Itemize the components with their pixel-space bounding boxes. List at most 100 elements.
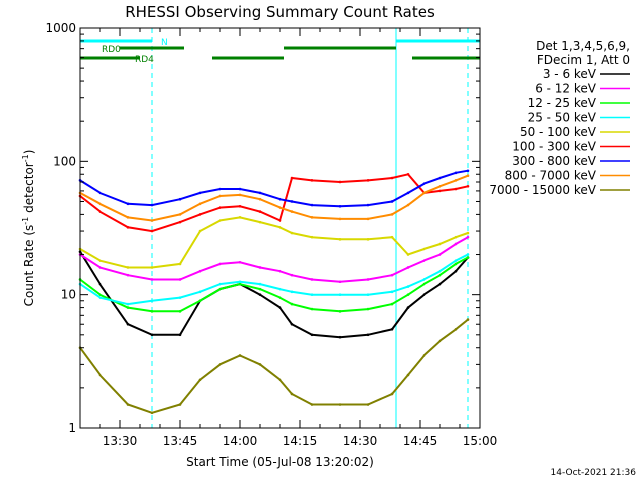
- series-point: [198, 213, 202, 216]
- series-point: [466, 318, 470, 321]
- series-point: [438, 269, 442, 273]
- series-point: [454, 327, 458, 331]
- series-point: [126, 202, 130, 206]
- series-point: [258, 282, 262, 286]
- series-point: [178, 278, 182, 281]
- legend-entry-label: 300 - 800 keV: [512, 154, 596, 168]
- series-line: [79, 256, 469, 313]
- series-point: [310, 203, 314, 207]
- series-point: [466, 256, 470, 259]
- y-tick-label: 10: [61, 288, 76, 302]
- series-point: [258, 287, 262, 291]
- series-point: [290, 322, 294, 326]
- legend-entry-label: 7000 - 15000 keV: [489, 183, 596, 197]
- series-point: [310, 278, 314, 281]
- series-point: [422, 247, 426, 251]
- series-line: [79, 173, 469, 233]
- series-point: [290, 302, 294, 306]
- series-point: [126, 322, 130, 326]
- legend-entry-label: 3 - 6 keV: [543, 67, 597, 81]
- series-point: [150, 299, 154, 303]
- series-point: [258, 220, 262, 224]
- series-point: [338, 204, 342, 208]
- series-point: [198, 378, 202, 382]
- series-point: [290, 273, 294, 277]
- series-point: [466, 174, 470, 178]
- series-point: [390, 273, 394, 277]
- series-point: [422, 293, 426, 296]
- series-point: [278, 197, 282, 201]
- y-axis-label-exp2: -1: [21, 154, 30, 162]
- series-point: [422, 259, 426, 262]
- series-point: [338, 238, 342, 241]
- series-point: [466, 253, 470, 256]
- series-point: [278, 378, 282, 382]
- series-point: [150, 411, 154, 415]
- series-point: [126, 273, 130, 277]
- series-point: [338, 280, 342, 284]
- series-point: [150, 333, 154, 337]
- series-point: [422, 282, 426, 286]
- series-point: [310, 293, 314, 296]
- series-point: [390, 290, 394, 294]
- series-point: [278, 287, 282, 291]
- series-point: [366, 333, 370, 337]
- series-point: [258, 266, 262, 269]
- series-point: [406, 203, 410, 207]
- series-point: [278, 306, 282, 309]
- series-point: [338, 217, 342, 221]
- series-point: [150, 278, 154, 281]
- series-point: [290, 200, 294, 203]
- series-point: [218, 187, 222, 191]
- flag-label: N: [161, 38, 168, 48]
- legend: Det 1,3,4,5,6,9, FDecim 1, Att 0 3 - 6 k…: [489, 39, 630, 197]
- series-point: [390, 176, 394, 180]
- series-point: [310, 403, 314, 406]
- series-point: [98, 259, 102, 262]
- series-point: [126, 266, 130, 269]
- series-point: [98, 191, 102, 195]
- series-point: [466, 169, 470, 173]
- series-point: [98, 282, 102, 286]
- flag-label: RD0: [102, 45, 121, 55]
- series-point: [390, 392, 394, 396]
- series-point: [466, 184, 470, 188]
- series-point: [238, 204, 242, 208]
- x-tick-label: 14:45: [403, 434, 438, 448]
- y-tick-label: 1000: [45, 21, 76, 35]
- x-axis-label: Start Time (05-Jul-08 13:20:02): [186, 455, 374, 469]
- series-point: [454, 269, 458, 273]
- series-point: [198, 290, 202, 294]
- series-point: [454, 235, 458, 239]
- series-point: [366, 403, 370, 406]
- series-point: [290, 210, 294, 213]
- series-line: [79, 251, 469, 339]
- y-axis: 1 10 100 1000: [45, 21, 480, 435]
- series-line: [79, 216, 469, 269]
- footer-timestamp: 14-Oct-2021 21:36: [551, 468, 637, 478]
- chart-title: RHESSI Observing Summary Count Rates: [125, 3, 435, 21]
- series-point: [466, 235, 470, 239]
- series-point: [178, 213, 182, 216]
- series-point: [366, 293, 370, 296]
- series-point: [178, 333, 182, 337]
- series-point: [438, 189, 442, 193]
- series-point: [198, 299, 202, 303]
- series-point: [438, 253, 442, 256]
- series-line: [79, 253, 469, 306]
- series-point: [338, 180, 342, 184]
- series-point: [150, 310, 154, 313]
- series-point: [366, 238, 370, 241]
- series-line: [79, 318, 469, 414]
- series-point: [338, 293, 342, 296]
- series-point: [126, 216, 130, 219]
- series-point: [178, 403, 182, 406]
- series-point: [218, 219, 222, 222]
- legend-entry-label: 800 - 7000 keV: [505, 169, 597, 183]
- series-point: [98, 202, 102, 206]
- series-point: [126, 302, 130, 306]
- series-point: [238, 193, 242, 197]
- x-tick-label: 14:30: [343, 434, 378, 448]
- series-point: [406, 253, 410, 256]
